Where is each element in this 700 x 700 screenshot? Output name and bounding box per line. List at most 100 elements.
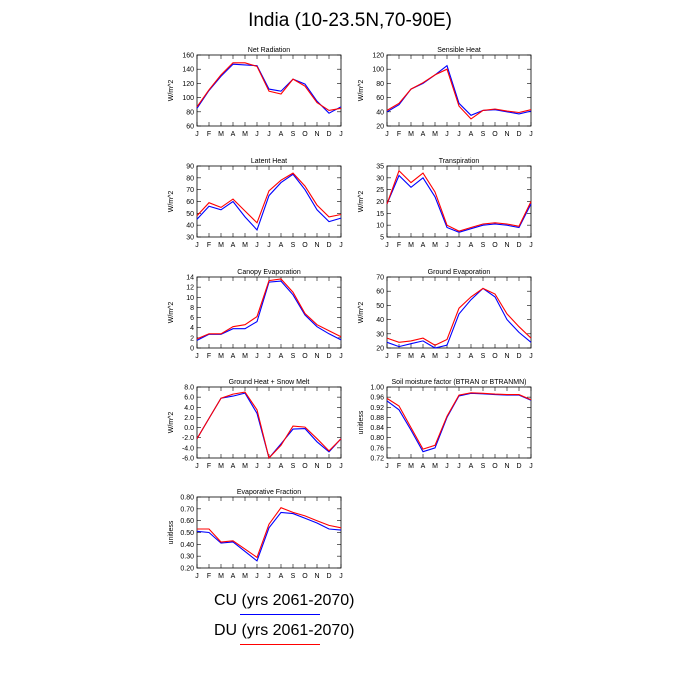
latent-heat-xtick-label: J: [267, 242, 271, 249]
net-radiation-xtick-label: J: [267, 131, 271, 138]
evaporative-fraction-frame: [196, 496, 342, 569]
ground-heat-snow-melt-xtick-label: N: [314, 463, 319, 470]
canopy-evaporation-xtick-label: O: [302, 353, 308, 360]
soil-moisture-factor-ytick-label: 0.84: [370, 425, 384, 432]
ground-heat-snow-melt-xtick-label: A: [279, 463, 284, 470]
transpiration-ytick-label: 15: [376, 211, 384, 218]
canopy-evaporation-xtick-label: S: [291, 353, 296, 360]
soil-moisture-factor-xtick-label: J: [457, 463, 461, 470]
transpiration-xtick-label: A: [469, 242, 474, 249]
transpiration-ytick-label: 30: [376, 175, 384, 182]
ground-heat-snow-melt-xtick-label: S: [291, 463, 296, 470]
sensible-heat-ytick-label: 60: [376, 95, 384, 102]
sensible-heat-xtick-label: O: [492, 131, 498, 138]
net-radiation-xtick-label: M: [242, 131, 248, 138]
evaporative-fraction-xtick-label: N: [314, 573, 319, 580]
ground-evaporation-xtick-label: J: [385, 353, 389, 360]
ground-evaporation-xtick-label: J: [529, 353, 533, 360]
ground-evaporation-xtick-label: J: [445, 353, 449, 360]
canopy-evaporation-ytick-label: 4: [190, 325, 194, 332]
soil-moisture-factor-ytick-label: 0.80: [370, 435, 384, 442]
latent-heat-ytick-label: 50: [186, 211, 194, 218]
ground-evaporation-xtick-label: D: [516, 353, 521, 360]
legend-label-cu: CU (yrs 2061-2070): [214, 592, 355, 609]
sensible-heat-ytick-label: 120: [372, 53, 384, 60]
figure-title: India (10-23.5N,70-90E): [248, 10, 452, 31]
latent-heat-series-cu: [196, 173, 342, 231]
sensible-heat-xtick-label: A: [421, 131, 426, 138]
soil-moisture-factor-title: Soil moisture factor (BTRAN or BTRANMN): [392, 379, 527, 386]
sensible-heat-xtick-label: J: [385, 131, 389, 138]
ground-evaporation-frame: [386, 276, 532, 349]
canopy-evaporation-title: Canopy Evaporation: [237, 269, 301, 276]
transpiration-xtick-label: J: [457, 242, 461, 249]
sensible-heat-series-cu: [386, 64, 532, 116]
transpiration-series-cu: [386, 174, 532, 233]
net-radiation-series-du: [196, 62, 342, 111]
ground-evaporation-xtick-label: J: [457, 353, 461, 360]
sensible-heat-series-du: [386, 68, 532, 120]
canopy-evaporation-xtick-label: D: [326, 353, 331, 360]
latent-heat-ytick-label: 40: [186, 223, 194, 230]
latent-heat-series-du: [196, 172, 342, 224]
latent-heat-xtick-label: O: [302, 242, 308, 249]
soil-moisture-factor-ylabel: unitless: [358, 410, 365, 434]
legend-line-du: [240, 644, 320, 645]
latent-heat-ytick-label: 70: [186, 187, 194, 194]
sensible-heat-xtick-label: J: [445, 131, 449, 138]
evaporative-fraction-xtick-label: J: [339, 573, 343, 580]
sensible-heat-ytick-label: 40: [376, 109, 384, 116]
transpiration-ytick-label: 25: [376, 187, 384, 194]
ground-heat-snow-melt-ylabel: W/m^2: [168, 412, 175, 434]
evaporative-fraction-series-du: [197, 507, 342, 559]
transpiration-ytick-label: 10: [376, 223, 384, 230]
evaporative-fraction-xtick-label: M: [242, 573, 248, 580]
soil-moisture-factor-xtick-label: M: [432, 463, 438, 470]
ground-evaporation-series-du: [386, 287, 532, 346]
ground-evaporation-xtick-label: F: [397, 353, 401, 360]
evaporative-fraction-ytick-label: 0.20: [180, 566, 194, 573]
net-radiation-ytick-label: 100: [182, 95, 194, 102]
latent-heat-ytick-label: 60: [186, 199, 194, 206]
soil-moisture-factor-xtick-label: A: [469, 463, 474, 470]
legend-entry-cu: CU (yrs 2061-2070): [214, 590, 414, 620]
net-radiation-xtick-label: J: [195, 131, 199, 138]
transpiration-ytick-label: 5: [380, 235, 384, 242]
evaporative-fraction-ytick-label: 0.60: [180, 518, 194, 525]
soil-moisture-factor-series-du: [386, 392, 532, 450]
net-radiation-xtick-label: A: [279, 131, 284, 138]
transpiration-ylabel: W/m^2: [358, 191, 365, 213]
ground-heat-snow-melt-ytick-label: -4.0: [182, 445, 194, 452]
soil-moisture-factor-xtick-label: J: [385, 463, 389, 470]
canopy-evaporation-ytick-label: 0: [190, 346, 194, 353]
latent-heat-xtick-label: F: [207, 242, 211, 249]
ground-heat-snow-melt-ytick-label: 0.0: [184, 425, 194, 432]
sensible-heat-xtick-label: S: [481, 131, 486, 138]
net-radiation-series-cu: [196, 63, 342, 114]
latent-heat-xtick-label: M: [218, 242, 224, 249]
ground-heat-snow-melt-xtick-label: D: [326, 463, 331, 470]
ground-evaporation-ytick-label: 20: [376, 346, 384, 353]
legend: CU (yrs 2061-2070) DU (yrs 2061-2070): [214, 590, 414, 650]
net-radiation-xtick-label: O: [302, 131, 308, 138]
ground-evaporation-xtick-label: M: [408, 353, 414, 360]
ground-evaporation-xtick-label: A: [421, 353, 426, 360]
canopy-evaporation-ylabel: W/m^2: [168, 302, 175, 324]
transpiration-title: Transpiration: [439, 158, 480, 165]
sensible-heat-ytick-label: 80: [376, 81, 384, 88]
canopy-evaporation-xtick-label: M: [242, 353, 248, 360]
evaporative-fraction-series-cu: [196, 511, 342, 562]
canopy-evaporation-xtick-label: F: [207, 353, 211, 360]
legend-entry-du: DU (yrs 2061-2070): [214, 620, 414, 650]
latent-heat-xtick-label: J: [339, 242, 343, 249]
transpiration-xtick-label: F: [397, 242, 401, 249]
net-radiation-xtick-label: A: [231, 131, 236, 138]
evaporative-fraction-ytick-label: 0.80: [180, 495, 194, 502]
net-radiation-ytick-label: 140: [182, 67, 194, 74]
net-radiation-ytick-label: 80: [186, 109, 194, 116]
ground-heat-snow-melt-ytick-label: 2.0: [184, 415, 194, 422]
net-radiation-ytick-label: 120: [182, 81, 194, 88]
latent-heat-xtick-label: N: [314, 242, 319, 249]
ground-evaporation-xtick-label: O: [492, 353, 498, 360]
soil-moisture-factor-xtick-label: S: [481, 463, 486, 470]
